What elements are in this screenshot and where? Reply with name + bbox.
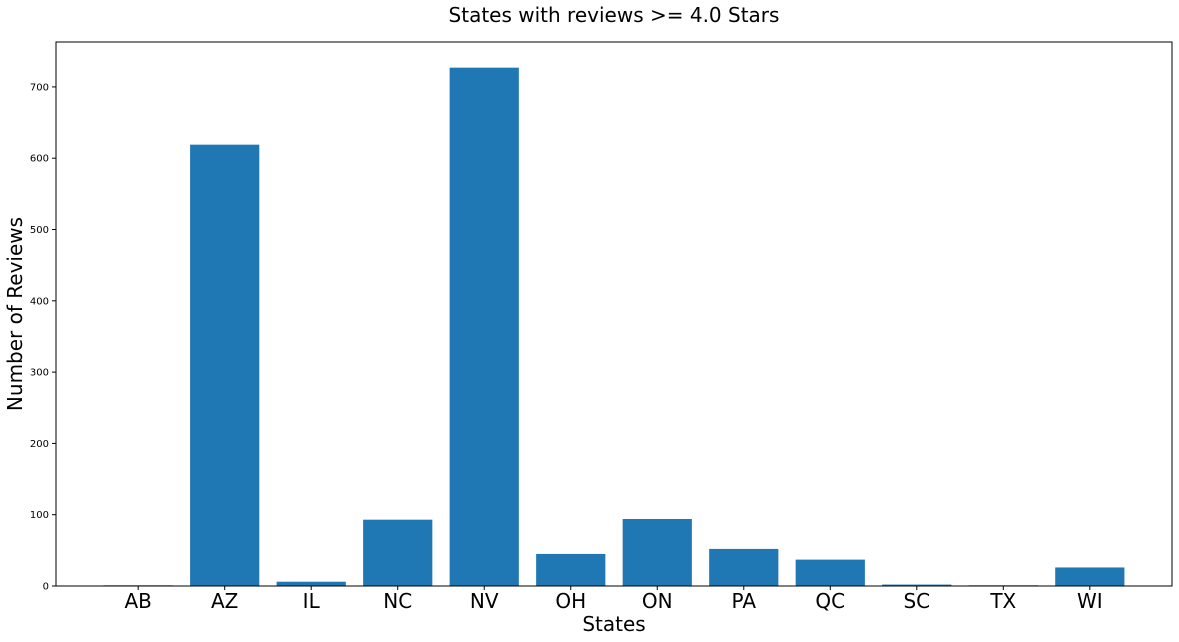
x-axis-label: States	[582, 612, 645, 636]
y-tick-label: 700	[30, 82, 49, 93]
y-tick-label: 300	[30, 368, 49, 379]
x-axis-ticks: AB AZ IL NC NV OH ON PA QC SC TX WI	[124, 586, 1103, 613]
y-tick-label: 400	[30, 296, 49, 307]
x-tick-label-tx: TX	[989, 589, 1016, 613]
y-tick-label: 0	[43, 582, 49, 593]
chart-title: States with reviews >= 4.0 Stars	[449, 3, 780, 27]
bar-il	[276, 581, 346, 586]
y-tick-label: 100	[30, 510, 49, 521]
y-tick-label: 500	[30, 225, 49, 236]
x-tick-label-nv: NV	[470, 589, 499, 613]
bar-nc	[363, 519, 433, 586]
bar-az	[190, 144, 260, 587]
x-tick-label-oh: OH	[555, 589, 586, 613]
plot-frame	[55, 41, 1173, 587]
bar-sc	[882, 584, 952, 586]
y-tick-label: 600	[30, 154, 49, 165]
plot-area	[103, 67, 1125, 587]
x-tick-label-il: IL	[303, 589, 321, 613]
x-tick-label-ab: AB	[124, 589, 151, 613]
x-tick-label-wi: WI	[1077, 589, 1103, 613]
x-tick-label-qc: QC	[815, 589, 845, 613]
bar-on	[622, 518, 692, 586]
y-axis-ticks: 0 100 200 300 400 500 600 700	[30, 82, 56, 593]
x-tick-label-nc: NC	[383, 589, 412, 613]
x-tick-label-sc: SC	[903, 589, 930, 613]
bar-pa	[709, 548, 779, 586]
bar-qc	[795, 559, 865, 586]
x-tick-label-az: AZ	[211, 589, 238, 613]
y-axis-label: Number of Reviews	[3, 217, 27, 411]
y-tick-label: 200	[30, 439, 49, 450]
bar-nv	[449, 67, 519, 586]
x-tick-label-pa: PA	[732, 589, 757, 613]
bar-oh	[536, 553, 606, 586]
bar-wi	[1055, 567, 1125, 586]
x-tick-label-on: ON	[642, 589, 673, 613]
